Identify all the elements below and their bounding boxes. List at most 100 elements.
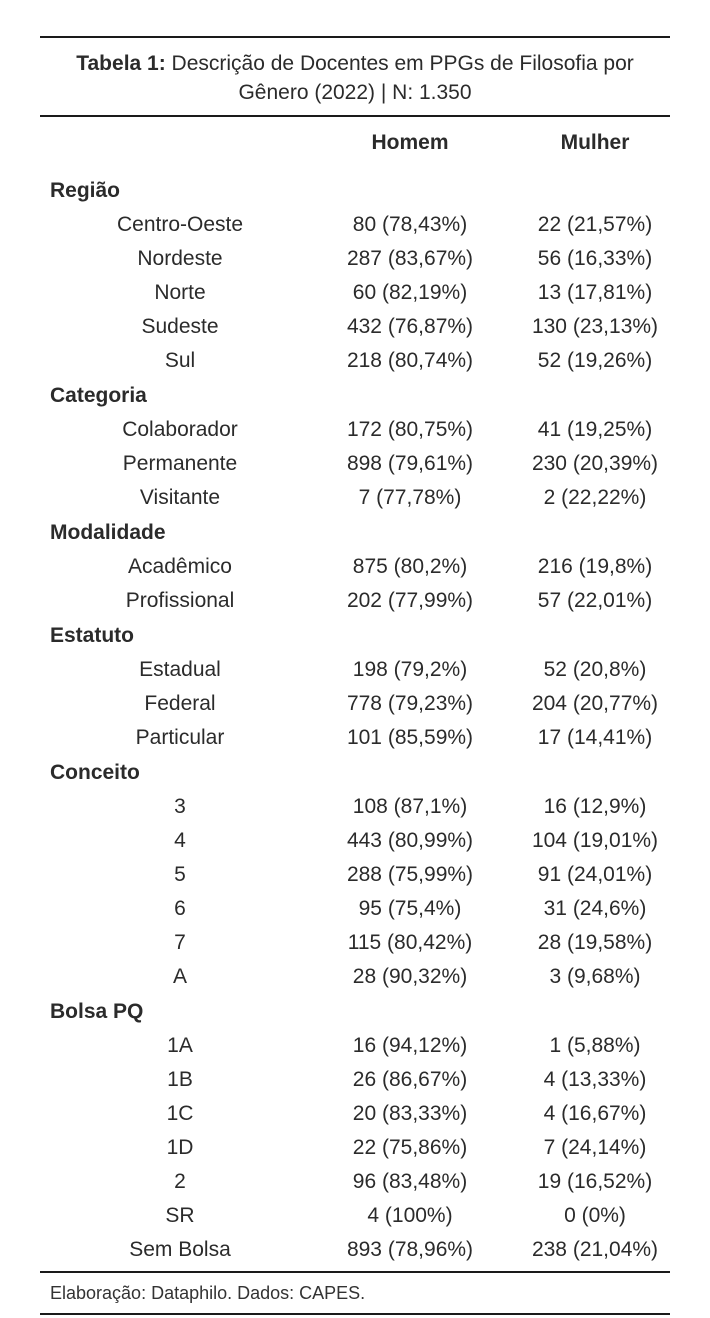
row-label: Federal <box>144 692 216 715</box>
cell-homem: 443 (80,99%) <box>346 829 474 852</box>
table-row: A 28 (90,32%) 3 (9,68%) <box>40 960 670 994</box>
cell-homem: 95 (75,4%) <box>358 897 462 920</box>
group-title: Modalidade <box>50 521 166 544</box>
table-row: 1B 26 (86,67%) 4 (13,33%) <box>40 1063 670 1097</box>
row-label: Permanente <box>122 452 238 475</box>
cell-mulher: 3 (9,68%) <box>549 965 641 988</box>
row-label: 1B <box>167 1068 193 1091</box>
row-label: Nordeste <box>137 247 223 270</box>
row-label: Visitante <box>139 486 221 509</box>
top-rule <box>40 36 670 38</box>
group-title: Categoria <box>50 384 147 407</box>
cell-homem: 80 (78,43%) <box>352 213 468 236</box>
table-row: 1C 20 (83,33%) 4 (16,67%) <box>40 1097 670 1131</box>
table-row: Acadêmico 875 (80,2%) 216 (19,8%) <box>40 550 670 584</box>
table-row: 5 288 (75,99%) 91 (24,01%) <box>40 858 670 892</box>
cell-mulher: 4 (13,33%) <box>543 1068 647 1091</box>
row-label: 1A <box>167 1034 193 1057</box>
cell-homem: 96 (83,48%) <box>352 1170 468 1193</box>
cell-homem: 288 (75,99%) <box>346 863 474 886</box>
data-table: Tabela 1: Descrição de Docentes em PPGs … <box>40 36 670 1315</box>
row-label: Profissional <box>125 589 235 612</box>
table-caption: Tabela 1: Descrição de Docentes em PPGs … <box>40 38 670 115</box>
table-footer: Elaboração: Dataphilo. Dados: CAPES. <box>50 1283 366 1303</box>
cell-homem: 218 (80,74%) <box>346 349 474 372</box>
cell-mulher: 19 (16,52%) <box>537 1170 653 1193</box>
row-label: Sem Bolsa <box>129 1238 231 1261</box>
table-row: Particular 101 (85,59%) 17 (14,41%) <box>40 721 670 755</box>
row-label: 7 <box>174 931 186 954</box>
cell-mulher: 104 (19,01%) <box>531 829 659 852</box>
table-row: Sem Bolsa 893 (78,96%) 238 (21,04%) <box>40 1233 670 1267</box>
row-label: 2 <box>174 1170 186 1193</box>
table-body: Região Centro-Oeste 80 (78,43%) 22 (21,57%)… <box>40 169 670 1271</box>
cell-homem: 101 (85,59%) <box>346 726 474 749</box>
cell-mulher: 130 (23,13%) <box>531 315 659 338</box>
group-title: Conceito <box>50 761 140 784</box>
caption-text: Descrição de Docentes em PPGs de Filosof… <box>165 52 634 104</box>
group-title: Região <box>50 179 121 202</box>
row-label: Estadual <box>139 658 221 681</box>
table-row: 6 95 (75,4%) 31 (24,6%) <box>40 892 670 926</box>
row-label: 6 <box>174 897 186 920</box>
cell-homem: 893 (78,96%) <box>346 1238 474 1261</box>
cell-mulher: 57 (22,01%) <box>537 589 653 612</box>
cell-mulher: 216 (19,8%) <box>537 555 653 578</box>
row-label: Sul <box>164 349 196 372</box>
table-row: Estadual 198 (79,2%) 52 (20,8%) <box>40 653 670 687</box>
table-row: Norte 60 (82,19%) 13 (17,81%) <box>40 276 670 310</box>
table-row: Sudeste 432 (76,87%) 130 (23,13%) <box>40 310 670 344</box>
row-label: Centro-Oeste <box>116 213 244 236</box>
header-mulher: Mulher <box>560 131 630 154</box>
cell-homem: 108 (87,1%) <box>352 795 468 818</box>
row-label: Particular <box>135 726 225 749</box>
cell-mulher: 0 (0%) <box>564 1204 626 1227</box>
cell-mulher: 2 (22,22%) <box>543 486 647 509</box>
cell-mulher: 1 (5,88%) <box>549 1034 641 1057</box>
table-row: 3 108 (87,1%) 16 (12,9%) <box>40 790 670 824</box>
cell-homem: 115 (80,42%) <box>347 931 473 954</box>
cell-mulher: 17 (14,41%) <box>537 726 653 749</box>
cell-mulher: 16 (12,9%) <box>543 795 647 818</box>
row-label: 3 <box>174 795 186 818</box>
cell-mulher: 52 (20,8%) <box>543 658 647 681</box>
cell-mulher: 13 (17,81%) <box>537 281 653 304</box>
row-label: A <box>172 965 187 988</box>
row-label: SR <box>165 1204 195 1227</box>
group-title: Estatuto <box>50 624 134 647</box>
cell-homem: 875 (80,2%) <box>352 555 468 578</box>
row-label: 1C <box>166 1102 194 1125</box>
row-label: 1D <box>166 1136 194 1159</box>
cell-homem: 172 (80,75%) <box>346 418 474 441</box>
table-row: Visitante 7 (77,78%) 2 (22,22%) <box>40 481 670 515</box>
header-homem: Homem <box>371 131 449 154</box>
cell-homem: 4 (100%) <box>367 1204 453 1227</box>
table-row: Centro-Oeste 80 (78,43%) 22 (21,57%) <box>40 208 670 242</box>
table-row: 1D 22 (75,86%) 7 (24,14%) <box>40 1131 670 1165</box>
table-row: Nordeste 287 (83,67%) 56 (16,33%) <box>40 242 670 276</box>
cell-homem: 778 (79,23%) <box>346 692 474 715</box>
cell-homem: 202 (77,99%) <box>346 589 474 612</box>
table-row: 1A 16 (94,12%) 1 (5,88%) <box>40 1029 670 1063</box>
row-label: Acadêmico <box>128 555 232 578</box>
cell-homem: 26 (86,67%) <box>352 1068 468 1091</box>
table-row: 7 115 (80,42%) 28 (19,58%) <box>40 926 670 960</box>
cell-mulher: 238 (21,04%) <box>531 1238 659 1261</box>
cell-mulher: 52 (19,26%) <box>537 349 653 372</box>
cell-homem: 198 (79,2%) <box>352 658 468 681</box>
table-row: Profissional 202 (77,99%) 57 (22,01%) <box>40 584 670 618</box>
cell-homem: 898 (79,61%) <box>346 452 474 475</box>
cell-mulher: 4 (16,67%) <box>543 1102 647 1125</box>
row-label: Colaborador <box>122 418 238 441</box>
row-label: Sudeste <box>141 315 219 338</box>
cell-homem: 7 (77,78%) <box>358 486 462 509</box>
caption-label: Tabela 1: <box>76 52 166 75</box>
table-header: Homem Mulher <box>40 117 670 169</box>
cell-homem: 28 (90,32%) <box>352 965 468 988</box>
cell-homem: 20 (83,33%) <box>352 1102 468 1125</box>
table-row: Permanente 898 (79,61%) 230 (20,39%) <box>40 447 670 481</box>
footer-rule <box>40 1313 670 1315</box>
cell-mulher: 7 (24,14%) <box>543 1136 647 1159</box>
cell-homem: 22 (75,86%) <box>352 1136 468 1159</box>
cell-mulher: 31 (24,6%) <box>543 897 647 920</box>
